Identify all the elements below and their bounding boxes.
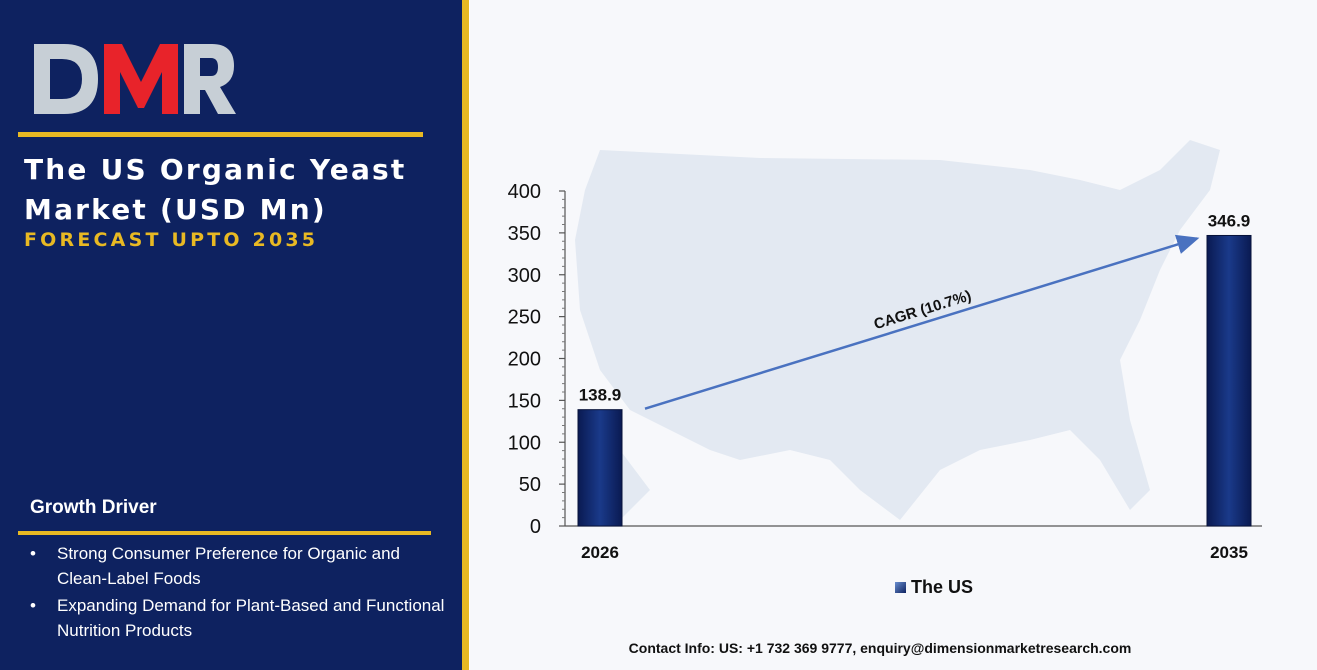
legend-swatch <box>895 582 906 593</box>
report-title: The US Organic Yeast Market (USD Mn) <box>24 153 407 226</box>
bar-2026 <box>577 409 623 527</box>
contact-info: Contact Info: US: +1 732 369 9777, enqui… <box>628 640 1132 656</box>
growth-driver-item: • Strong Consumer Preference for Organic… <box>30 541 450 591</box>
y-tick-label: 0 <box>530 516 541 538</box>
y-tick-label: 100 <box>508 432 541 454</box>
x-category-label: 2026 <box>581 543 619 562</box>
dmr-logo <box>34 44 236 114</box>
y-tick-label: 250 <box>508 307 541 329</box>
x-category-label: 2035 <box>1210 543 1248 562</box>
cagr-label: CAGR (10.7%) <box>872 287 973 333</box>
title-rule <box>18 132 423 137</box>
y-tick-label: 400 <box>508 181 541 203</box>
y-tick-label: 150 <box>508 390 541 412</box>
legend-label: The US <box>911 577 974 597</box>
y-tick-label: 300 <box>508 265 541 287</box>
y-tick-label: 200 <box>508 349 541 371</box>
growth-driver-list: • Strong Consumer Preference for Organic… <box>30 541 450 645</box>
bullet-icon: • <box>30 544 36 563</box>
gold-divider-stripe <box>462 0 469 670</box>
growth-driver-heading: Growth Driver <box>30 497 157 518</box>
cagr-arrow <box>644 234 1200 410</box>
bar-chart: 0 50 100 150 200 250 300 350 400 138.9 2026 346.9 2… <box>508 181 1262 562</box>
bar-2035 <box>1206 234 1252 527</box>
growth-driver-rule <box>18 531 431 535</box>
data-label-2035: 346.9 <box>1208 211 1251 230</box>
data-label-2026: 138.9 <box>579 386 622 405</box>
chart-legend: The US <box>895 577 973 598</box>
y-tick-label: 350 <box>508 223 541 245</box>
growth-driver-text: Expanding Demand for Plant-Based and Fun… <box>57 596 445 640</box>
report-subtitle: FORECAST UPTO 2035 <box>24 229 319 251</box>
growth-driver-text: Strong Consumer Preference for Organic a… <box>57 544 401 588</box>
growth-driver-item: • Expanding Demand for Plant-Based and F… <box>30 593 450 643</box>
bullet-icon: • <box>30 596 36 615</box>
y-tick-label: 50 <box>519 474 541 496</box>
